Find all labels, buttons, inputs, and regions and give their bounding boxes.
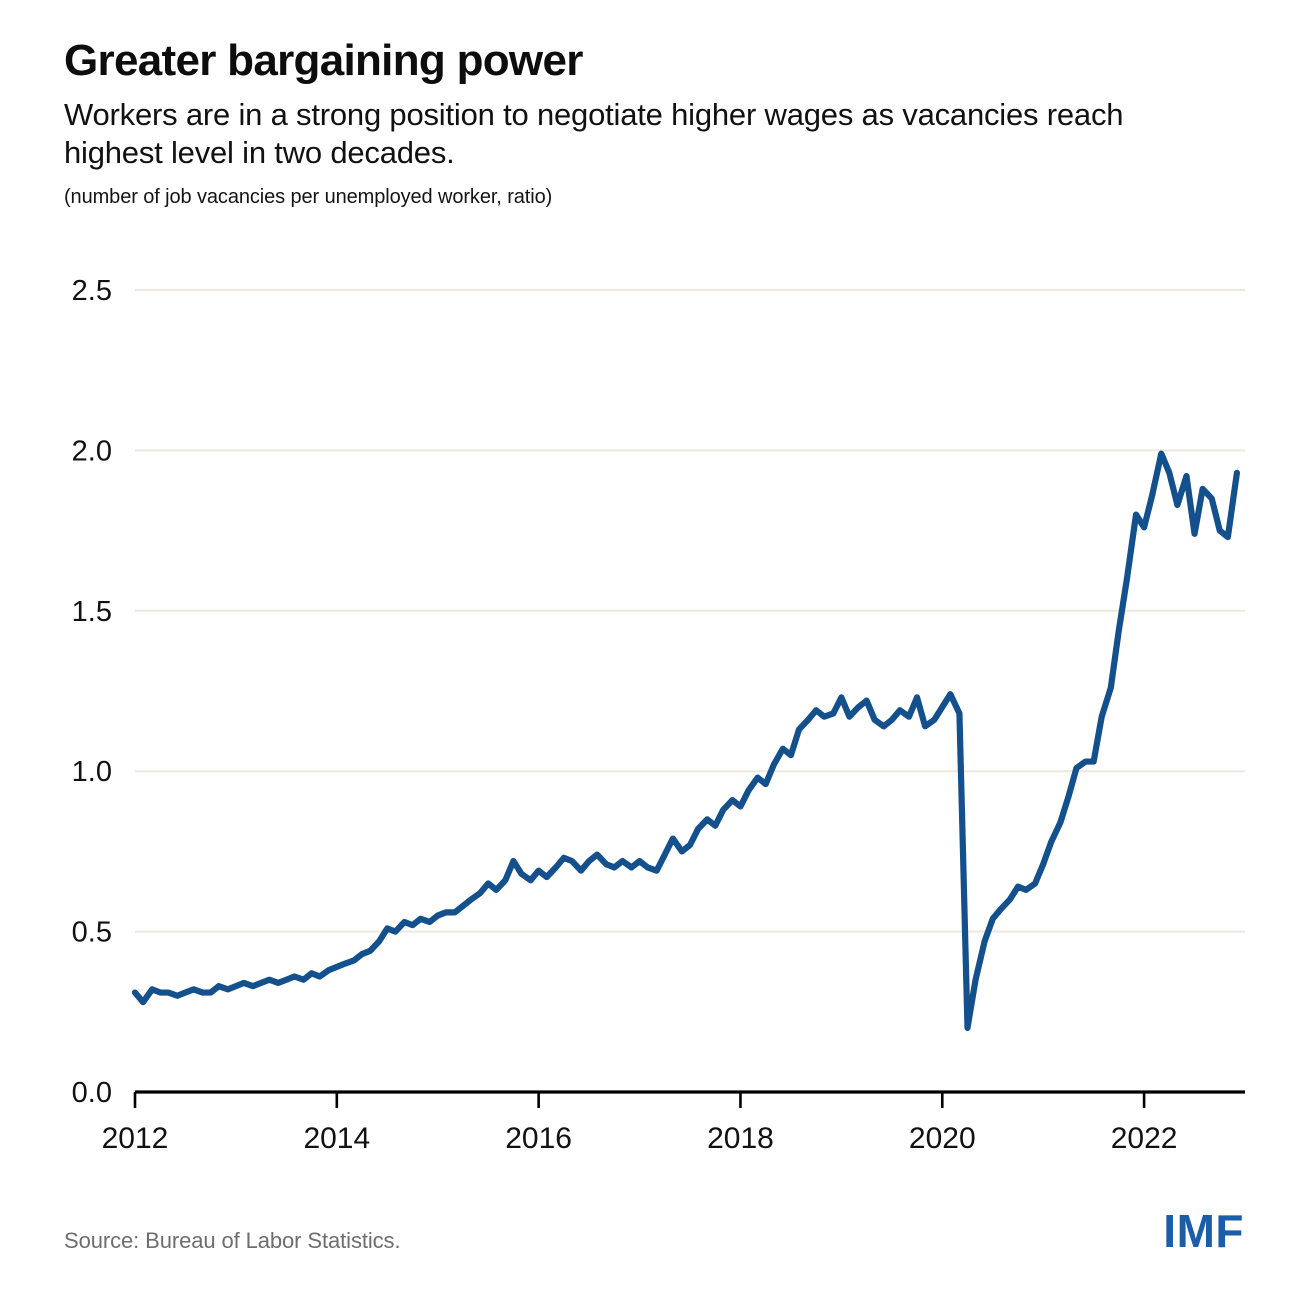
x-axis-ticks-group: [133, 1092, 1146, 1108]
x-axis-tick-label: 2012: [102, 1122, 169, 1155]
x-axis-tick-label: 2016: [505, 1122, 572, 1155]
y-axis-tick-label: 2.0: [72, 435, 112, 467]
y-axis-tick-label: 1.5: [72, 596, 112, 628]
chart-units-label: (number of job vacancies per unemployed …: [64, 185, 553, 208]
y-axis-tick-label: 2.5: [72, 275, 112, 307]
x-axis-tick-label: 2014: [303, 1122, 370, 1155]
data-series-line: [131, 450, 1241, 1031]
y-axis-labels-group: 0.0 0.5 1.0 1.5 2.0 2.5: [72, 275, 112, 1109]
chart-header: Greater bargaining power Workers are in …: [64, 36, 1244, 209]
y-axis-tick-label: 0.5: [72, 917, 112, 949]
imf-logo: IMF: [1163, 1205, 1244, 1257]
page-title: Greater bargaining power: [64, 36, 583, 85]
chart-subtitle: Workers are in a strong position to nego…: [64, 97, 1124, 170]
y-axis-tick-label: 0.0: [72, 1077, 112, 1109]
x-axis-tick-label: 2022: [1111, 1122, 1178, 1155]
y-axis-tick-label: 1.0: [72, 756, 112, 788]
x-axis-tick-label: 2018: [707, 1122, 774, 1155]
source-note: Source: Bureau of Labor Statistics.: [64, 1228, 401, 1253]
x-axis-labels-group: 2012 2014 2016 2018 2020 2022: [102, 1122, 1178, 1155]
x-axis-tick-label: 2020: [909, 1122, 976, 1155]
gridlines-group: [135, 289, 1245, 933]
chart-footer: Source: Bureau of Labor Statistics. IMF: [64, 1208, 1244, 1254]
